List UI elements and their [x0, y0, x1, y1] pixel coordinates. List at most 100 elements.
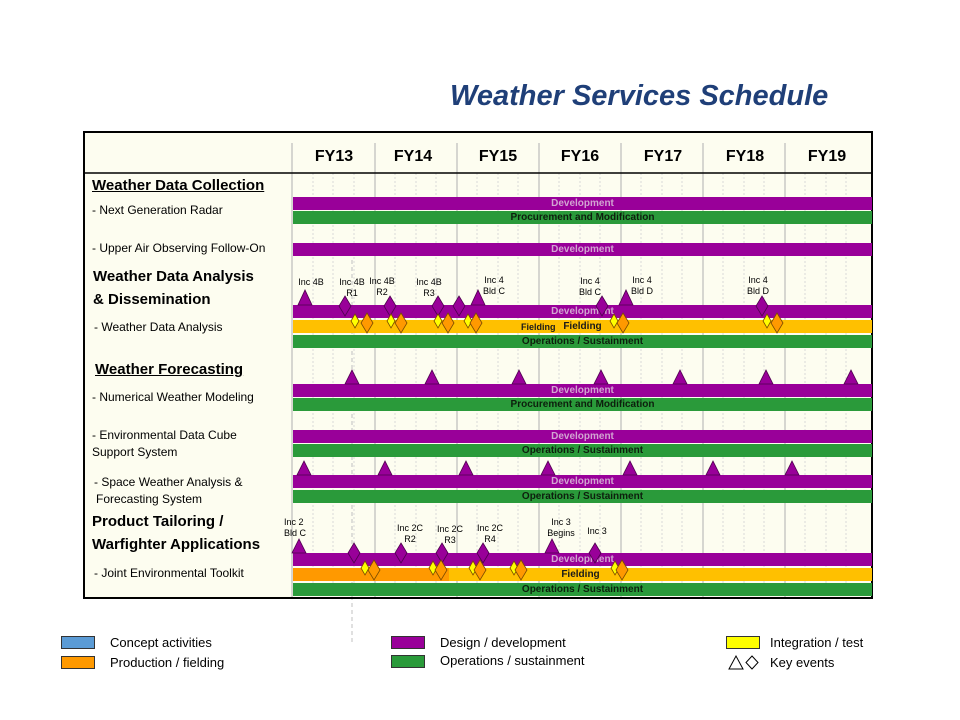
- milestone-triangle: [672, 369, 688, 385]
- milestone-diamond: [762, 313, 772, 329]
- fy-header: FY15: [478, 148, 518, 165]
- event-label: Inc 4B R1: [339, 277, 365, 298]
- legend-key-events-icon: [728, 654, 759, 670]
- event-label: Inc 4 Bld D: [630, 275, 653, 296]
- milestone-diamond: [469, 312, 483, 334]
- bar-development: Development: [293, 197, 872, 210]
- milestone-diamond: [433, 313, 443, 329]
- milestone-diamond: [434, 559, 448, 581]
- bar-operations: Operations / Sustainment: [293, 444, 872, 457]
- milestone-triangle: [377, 460, 393, 476]
- fy-header: FY13: [314, 148, 354, 165]
- legend-design: Design / development: [440, 635, 566, 650]
- schedule-frame: [83, 131, 873, 599]
- milestone-triangle: [344, 369, 360, 385]
- bar-development: Development: [293, 475, 872, 488]
- section-weather-data-analysis: Weather Data Analysis: [93, 268, 254, 285]
- milestone-diamond: [615, 559, 629, 581]
- section-weather-data-collection: Weather Data Collection: [92, 177, 265, 194]
- milestone-triangle: [540, 460, 556, 476]
- event-label: Inc 4B R2: [369, 276, 395, 297]
- fy-header: FY18: [725, 148, 765, 165]
- program-space-weather: - Space Weather Analysis &: [94, 475, 243, 489]
- fy-header: FY17: [643, 148, 683, 165]
- milestone-diamond: [770, 312, 784, 334]
- bar-operations: Operations / Sustainment: [293, 335, 872, 348]
- section-weather-data-analysis-line2: & Dissemination: [93, 291, 211, 308]
- milestone-diamond: [431, 295, 445, 317]
- milestone-diamond: [394, 312, 408, 334]
- event-label: Inc 4 Bld C: [482, 275, 505, 296]
- milestone-diamond: [394, 542, 408, 564]
- event-label: Inc 2C R4: [476, 523, 503, 544]
- milestone-diamond: [463, 313, 473, 329]
- bar-operations: Operations / Sustainment: [293, 490, 872, 503]
- event-label: Inc 2C R3: [436, 524, 463, 545]
- milestone-diamond: [595, 295, 609, 317]
- milestone-diamond: [452, 295, 466, 317]
- milestone-diamond: [428, 560, 438, 576]
- legend-swatch-concept: [61, 636, 95, 649]
- event-label: Inc 2C R2: [396, 523, 423, 544]
- event-label: Inc 3: [587, 526, 607, 536]
- bar-procurement: Procurement and Modification: [293, 211, 872, 224]
- event-label: Inc 3 Begins: [547, 517, 575, 538]
- legend-integration: Integration / test: [770, 635, 864, 650]
- milestone-diamond: [473, 559, 487, 581]
- milestone-diamond: [476, 542, 490, 564]
- page-title: Weather Services Schedule: [450, 80, 829, 112]
- program-numerical-weather: - Numerical Weather Modeling: [92, 390, 254, 404]
- bar-development: Development: [293, 430, 872, 443]
- milestone-diamond: [514, 559, 528, 581]
- event-label: Inc 4B: [298, 277, 324, 287]
- milestone-triangle: [297, 289, 313, 306]
- milestone-diamond: [441, 312, 455, 334]
- milestone-diamond: [616, 312, 630, 334]
- program-env-data-cube-line2: Support System: [92, 445, 178, 459]
- milestone-diamond: [383, 295, 397, 317]
- bar-development: Development: [293, 384, 872, 397]
- fielding-sublabel: Fielding: [521, 322, 556, 332]
- milestone-triangle: [424, 369, 440, 385]
- milestone-diamond: [338, 295, 352, 317]
- bar-development: Development: [293, 243, 872, 256]
- event-label: Inc 2 Bld C: [284, 517, 307, 538]
- milestone-diamond: [588, 542, 602, 564]
- milestone-diamond: [386, 313, 396, 329]
- legend-swatch-operations: [391, 655, 425, 668]
- section-weather-forecasting: Weather Forecasting: [95, 361, 244, 378]
- milestone-diamond: [360, 312, 374, 334]
- milestone-diamond: [367, 559, 381, 581]
- legend-swatch-production: [61, 656, 95, 669]
- legend-production: Production / fielding: [110, 655, 225, 670]
- event-label: Inc 4 Bld C: [578, 276, 601, 297]
- bar-fielding: Fielding: [449, 568, 872, 581]
- milestone-diamond: [350, 313, 360, 329]
- bar-procurement: Procurement and Modification: [293, 398, 872, 411]
- legend-key-events: Key events: [770, 655, 835, 670]
- section-product-tailoring: Product Tailoring /: [92, 513, 224, 530]
- legend-operations: Operations / sustainment: [440, 653, 585, 668]
- milestone-triangle: [622, 460, 638, 476]
- milestone-triangle: [843, 369, 859, 385]
- milestone-diamond: [360, 560, 370, 576]
- fy-header: FY16: [560, 148, 600, 165]
- fy-header: FY14: [393, 148, 433, 165]
- program-jet: - Joint Environmental Toolkit: [94, 566, 244, 580]
- legend-swatch-design: [391, 636, 425, 649]
- milestone-triangle: [784, 460, 800, 476]
- milestone-triangle: [618, 289, 634, 306]
- milestone-triangle: [511, 369, 527, 385]
- milestone-diamond: [347, 542, 361, 564]
- program-space-weather-line2: Forecasting System: [96, 492, 203, 506]
- milestone-diamond: [609, 313, 619, 329]
- program-upper-air: - Upper Air Observing Follow-On: [92, 241, 266, 255]
- section-product-tailoring-line2: Warfighter Applications: [92, 536, 261, 553]
- milestone-diamond: [435, 542, 449, 564]
- legend-concept: Concept activities: [110, 635, 212, 650]
- milestone-diamond: [755, 295, 769, 317]
- event-label: Inc 4B R3: [416, 277, 442, 298]
- milestone-triangle: [470, 289, 486, 306]
- milestone-triangle: [296, 460, 312, 476]
